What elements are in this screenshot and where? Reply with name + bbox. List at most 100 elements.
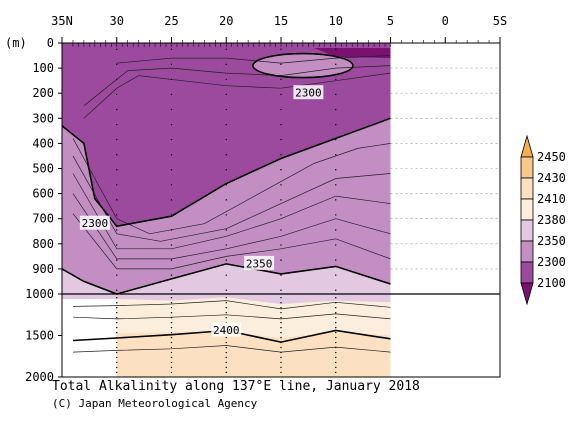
sample-point: [335, 346, 337, 349]
sample-point: [170, 108, 173, 111]
sample-point: [170, 93, 173, 96]
sample-point: [280, 214, 282, 216]
fill-missing: [62, 294, 117, 377]
axes: 35N 30 25 20 15 10 5 0 5S 0 100 200 300 400 500 600 700 8…: [5, 14, 507, 384]
sample-point: [225, 316, 227, 319]
y-tick-label: 2000: [25, 370, 54, 384]
sample-point: [116, 199, 118, 201]
sample-point: [335, 48, 337, 50]
sample-point: [225, 244, 227, 246]
y-tick-label: 1000: [25, 287, 54, 301]
sample-point: [225, 184, 227, 186]
sample-point: [225, 48, 227, 50]
colorbar: 2450 2430 2410 2380 2350 2300 2100: [520, 134, 566, 306]
x-tick-label: 15: [274, 14, 288, 28]
sample-point: [280, 341, 282, 344]
contour-line-bold: [62, 117, 391, 228]
sample-point: [225, 346, 227, 349]
sample-point: [335, 229, 337, 231]
sample-point: [280, 316, 282, 319]
sample-point: [335, 63, 337, 66]
colorbar-swatch: [520, 134, 534, 158]
sample-point: [280, 371, 282, 374]
sample-point: [170, 199, 173, 201]
sample-point: [335, 331, 337, 334]
y-tick-label: 500: [32, 162, 54, 176]
x-tick-label: 20: [219, 14, 233, 28]
y-tick-label: 900: [32, 262, 54, 276]
sample-point: [335, 341, 337, 344]
colorbar-swatch: [520, 156, 534, 179]
sample-point: [280, 356, 282, 359]
sample-point: [280, 302, 282, 304]
sample-point: [116, 93, 118, 96]
sample-point: [116, 361, 118, 364]
colorbar-swatch: [520, 219, 534, 242]
sample-point: [280, 199, 282, 201]
sample-point: [170, 371, 173, 374]
sample-point: [116, 63, 118, 66]
sample-point: [280, 306, 282, 309]
sample-point: [170, 306, 173, 309]
sample-point: [280, 184, 282, 186]
sample-point: [335, 351, 337, 354]
colorbar-label: 2100: [537, 276, 566, 290]
x-tick-label: 0: [442, 14, 449, 28]
sample-point: [225, 123, 227, 126]
sample-point: [170, 229, 173, 231]
sample-point: [280, 326, 282, 329]
y-tick-label: 800: [32, 237, 54, 251]
sample-point: [170, 366, 173, 369]
sample-point: [116, 351, 118, 354]
colorbar-label: 2300: [537, 255, 566, 269]
sample-point: [116, 341, 118, 344]
sample-point: [116, 302, 118, 304]
chart-credit: (C) Japan Meteorological Agency: [52, 397, 258, 410]
sample-point: [116, 316, 118, 319]
sample-point: [170, 321, 173, 324]
sample-point: [280, 229, 282, 231]
sample-point: [170, 123, 173, 126]
sample-point: [280, 331, 282, 334]
sample-point: [335, 302, 337, 304]
sample-point: [225, 366, 227, 369]
sample-point: [335, 184, 337, 186]
sample-point: [116, 78, 118, 81]
x-tick-label: 30: [110, 14, 124, 28]
sample-point: [225, 229, 227, 231]
sample-point: [335, 361, 337, 364]
contour-line: [72, 138, 391, 235]
contour-line: [72, 193, 391, 260]
sample-point: [280, 93, 282, 96]
sample-point: [335, 366, 337, 369]
sample-point: [170, 153, 173, 156]
x-tick-label: 35N: [51, 14, 73, 28]
sample-point: [170, 289, 173, 291]
sample-point: [280, 78, 282, 81]
sample-point: [170, 63, 173, 66]
sample-point: [280, 259, 282, 261]
x-tick-label: 10: [329, 14, 343, 28]
sample-point: [335, 138, 337, 141]
contour-line: [83, 65, 391, 107]
y-axis-unit: (m): [5, 36, 27, 50]
sample-point: [116, 259, 118, 261]
y-tick-label: 200: [32, 86, 54, 100]
sample-point: [170, 326, 173, 329]
sample-point: [280, 48, 282, 50]
sample-point: [335, 297, 337, 299]
sample-point: [335, 336, 337, 339]
contour-label-bg: [211, 322, 242, 337]
sample-point: [116, 346, 118, 349]
sample-point: [280, 244, 282, 246]
sample-point: [170, 48, 173, 50]
contour-line: [72, 155, 391, 242]
sample-point: [280, 361, 282, 364]
y-tick-label: 100: [32, 61, 54, 75]
contour-label-bg: [293, 85, 324, 100]
fill-2300-patch: [252, 53, 353, 78]
sample-point: [335, 93, 337, 96]
sample-point: [116, 274, 118, 276]
colorbar-swatch: [520, 177, 534, 200]
